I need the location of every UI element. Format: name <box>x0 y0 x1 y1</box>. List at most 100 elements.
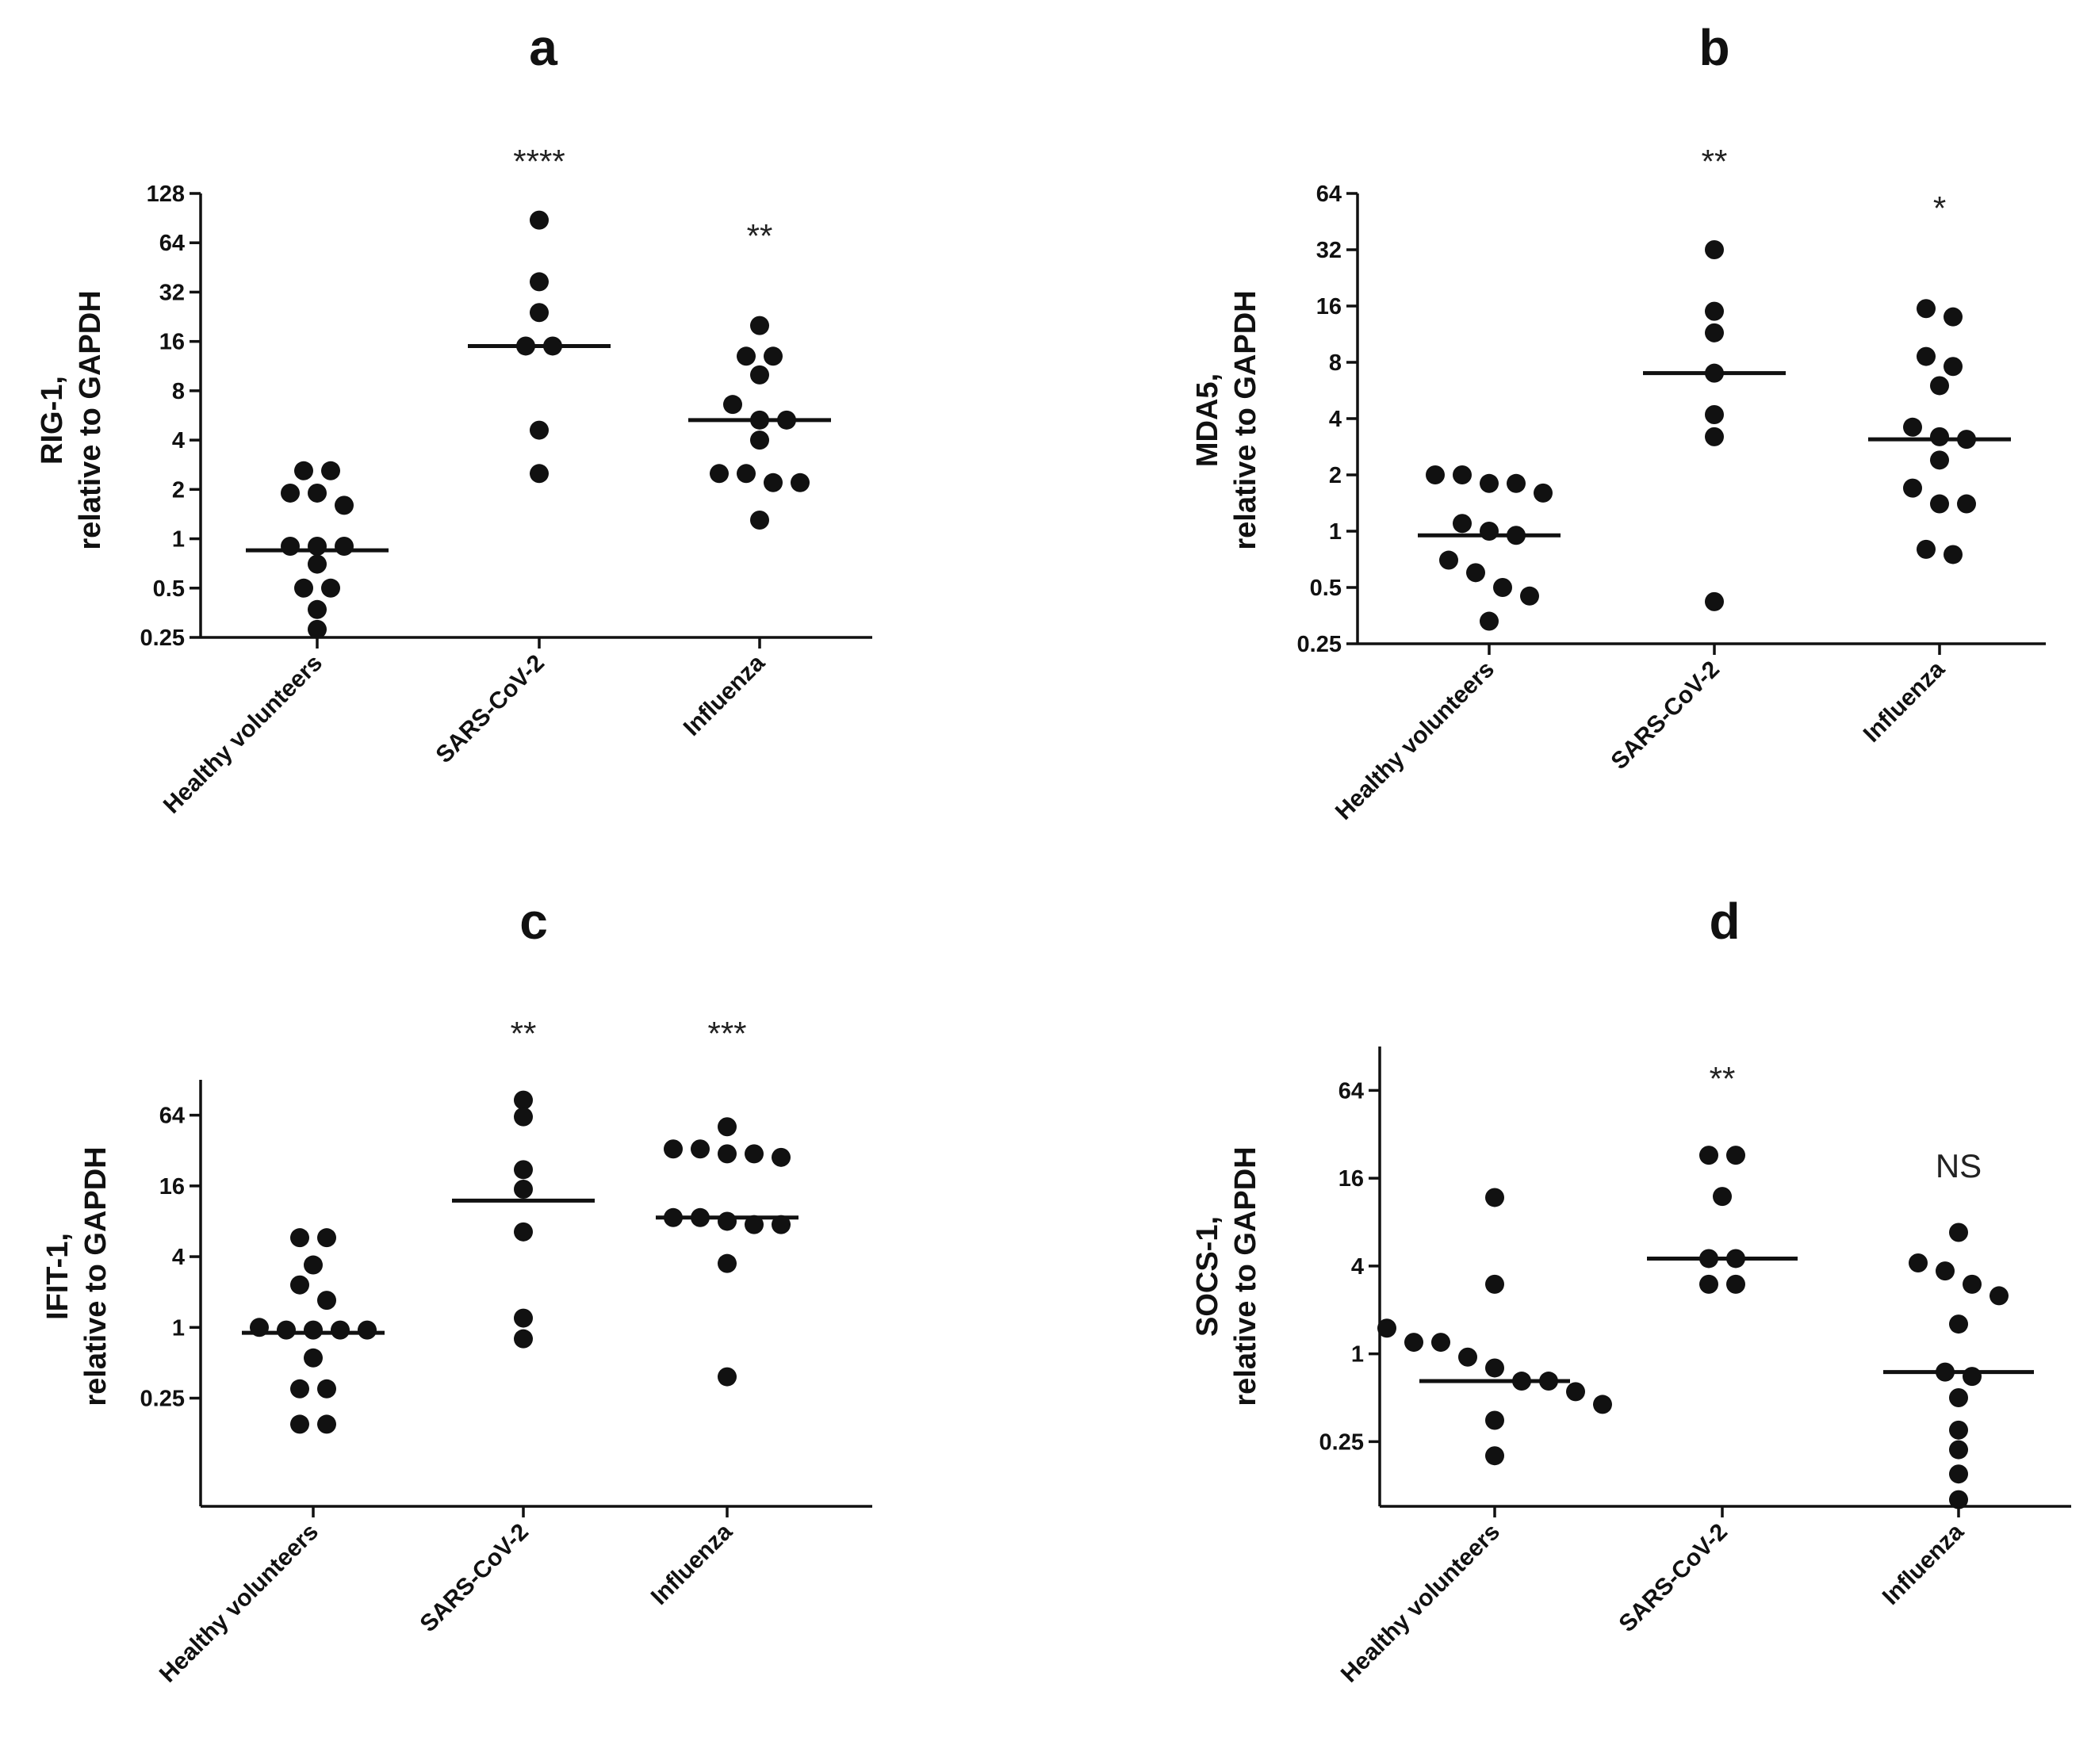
axes <box>1356 193 2046 645</box>
data-point <box>723 395 742 415</box>
y-tick-label: 0.5 <box>1310 576 1342 601</box>
y-axis-label-line1: IFIT-1, <box>41 1233 75 1320</box>
data-point <box>1949 1388 1968 1408</box>
data-point <box>1507 473 1526 493</box>
y-ticks: 0.25 1 4 16 64 <box>1319 1078 1380 1455</box>
y-tick-label: 4 <box>172 428 185 453</box>
category-label: Healthy volunteers <box>1336 1519 1505 1688</box>
data-point <box>1566 1382 1585 1402</box>
y-tick-label: 0.25 <box>140 626 185 651</box>
y-axis-label: RIG-1, relative to GAPDH <box>36 290 107 549</box>
data-point <box>1944 545 1963 564</box>
y-tick-label: 1 <box>1351 1342 1364 1368</box>
data-point <box>1963 1274 1982 1294</box>
category-label: Influenza <box>1878 1518 1969 1609</box>
data-point <box>718 1211 737 1231</box>
data-point <box>1963 1367 1982 1387</box>
data-point <box>1699 1249 1718 1268</box>
data-point <box>335 496 354 515</box>
data-point <box>530 420 549 440</box>
category-label: Healthy volunteers <box>159 650 327 819</box>
y-axis-label-line1: RIG-1, <box>36 376 69 465</box>
data-point <box>710 464 729 484</box>
data-point <box>737 346 756 366</box>
data-point <box>514 1090 533 1110</box>
data-point <box>1466 563 1485 583</box>
data-point <box>514 1107 533 1127</box>
data-point <box>664 1139 683 1159</box>
data-point <box>1458 1347 1477 1367</box>
y-tick-label: 0.25 <box>1319 1429 1364 1455</box>
y-tick-label: 0.25 <box>1297 632 1342 657</box>
y-tick-label: 2 <box>172 477 185 503</box>
y-axis-label-line1: SOCS-1, <box>1191 1216 1224 1337</box>
category-label: Influenza <box>646 1518 737 1609</box>
data-point <box>1705 363 1724 383</box>
data-point <box>718 1144 737 1164</box>
data-point <box>745 1215 764 1234</box>
data-point <box>277 1320 296 1340</box>
data-point <box>691 1139 710 1159</box>
data-point <box>718 1117 737 1137</box>
data-point <box>718 1367 737 1387</box>
y-axis-label-line2: relative to GAPDH <box>1229 290 1262 549</box>
category-label: Influenza <box>679 649 770 740</box>
median-lines <box>246 343 831 553</box>
y-tick-label: 1 <box>1329 519 1342 545</box>
data-points <box>1426 240 1976 631</box>
data-point <box>516 336 535 356</box>
data-point <box>514 1160 533 1180</box>
y-ticks: 0.25 0.5 1 2 4 8 16 32 64 128 <box>140 182 201 651</box>
significance-label: * <box>1933 189 1946 227</box>
data-point <box>530 464 549 484</box>
data-point <box>737 464 756 484</box>
data-point <box>331 1320 350 1340</box>
data-point <box>317 1379 336 1399</box>
data-point <box>1957 430 1976 450</box>
data-point <box>1705 301 1724 321</box>
category-label: SARS-CoV-2 <box>431 650 549 768</box>
data-point <box>1944 357 1963 377</box>
data-point <box>1713 1187 1732 1207</box>
y-axis-label-line2: relative to GAPDH <box>1229 1146 1262 1406</box>
y-axis-label-line1: MDA5, <box>1191 373 1224 467</box>
y-tick-label: 64 <box>1316 182 1342 207</box>
significance-labels: ****** <box>513 143 772 254</box>
data-point <box>1507 526 1526 545</box>
y-tick-label: 8 <box>172 379 185 404</box>
data-point <box>308 537 327 557</box>
data-point <box>358 1320 377 1340</box>
y-tick-label: 0.25 <box>140 1387 185 1412</box>
data-points <box>250 1090 791 1434</box>
category-label: SARS-CoV-2 <box>1614 1519 1732 1637</box>
data-point <box>321 578 340 598</box>
data-point <box>290 1228 309 1248</box>
data-point <box>1949 1464 1968 1484</box>
panel-d: d SOCS-1, relative to GAPDH 0.25 1 4 16 64 *… <box>1191 893 2071 1688</box>
panel-c: c IFIT-1, relative to GAPDH 0.25 1 4 16 64 *… <box>41 893 872 1688</box>
data-point <box>718 1253 737 1273</box>
data-point <box>764 346 783 366</box>
data-point <box>750 316 769 335</box>
data-point <box>1377 1318 1396 1338</box>
data-point <box>1930 376 1949 396</box>
data-point <box>317 1291 336 1311</box>
data-point <box>1726 1146 1745 1165</box>
panel-letter: a <box>529 19 557 76</box>
data-point <box>335 537 354 557</box>
y-tick-label: 4 <box>1351 1254 1364 1280</box>
panel-letter: b <box>1698 19 1729 76</box>
data-point <box>1431 1333 1450 1353</box>
significance-labels: *** <box>1702 143 1947 227</box>
data-point <box>1705 591 1724 611</box>
data-points <box>1377 1146 2009 1510</box>
data-point <box>1593 1395 1612 1414</box>
significance-label: ** <box>1702 143 1728 180</box>
data-point <box>1990 1286 2009 1306</box>
data-point <box>1930 494 1949 514</box>
data-point <box>1485 1446 1504 1466</box>
data-point <box>1485 1188 1504 1207</box>
data-point <box>1534 483 1553 503</box>
data-point <box>1903 417 1922 437</box>
y-axis-label: SOCS-1, relative to GAPDH <box>1191 1146 1262 1406</box>
